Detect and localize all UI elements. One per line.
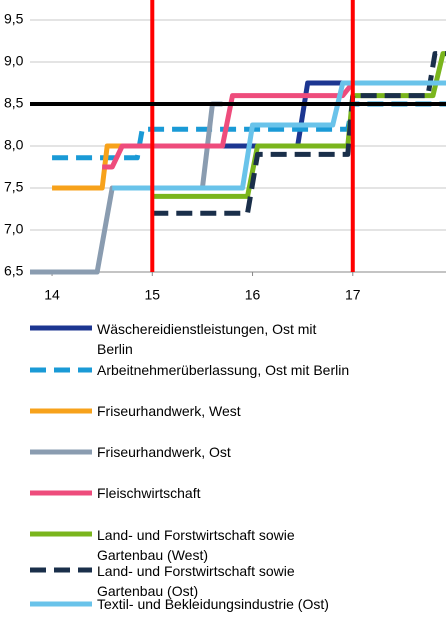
x-tick-label: 14: [44, 287, 60, 303]
legend-label: Friseurhandwerk, Ost: [97, 444, 231, 460]
legend-label: Textil- und Bekleidungsindustrie (Ost): [97, 596, 329, 612]
legend-label: Arbeitnehmerüberlassung, Ost mit Berlin: [97, 362, 350, 378]
y-tick-label: 6,5: [4, 263, 24, 279]
legend-label: Land- und Forstwirtschaft sowie Gartenba…: [97, 563, 295, 599]
y-tick-label: 9,5: [4, 11, 24, 27]
x-tick-label: 16: [245, 287, 261, 303]
y-tick-label: 7,0: [4, 221, 24, 237]
y-tick-label: 8,0: [4, 137, 24, 153]
legend-label: Wäschereidienstleistungen, Ost mit Berli…: [97, 321, 317, 357]
y-tick-label: 7,5: [4, 179, 24, 195]
legend-label: Land- und Forstwirtschaft sowie Gartenba…: [97, 527, 295, 563]
series-line: [152, 80, 446, 149]
series-line: [102, 81, 355, 170]
series-line: [112, 80, 446, 191]
y-tick-label: 9,0: [4, 53, 24, 69]
y-tick-label: 8,5: [4, 95, 24, 111]
legend-label: Friseurhandwerk, West: [97, 403, 241, 419]
x-tick-label: 15: [145, 287, 161, 303]
x-tick-label: 17: [345, 287, 361, 303]
series-line: [152, 51, 446, 216]
legend-label: Fleischwirtschaft: [97, 485, 201, 501]
